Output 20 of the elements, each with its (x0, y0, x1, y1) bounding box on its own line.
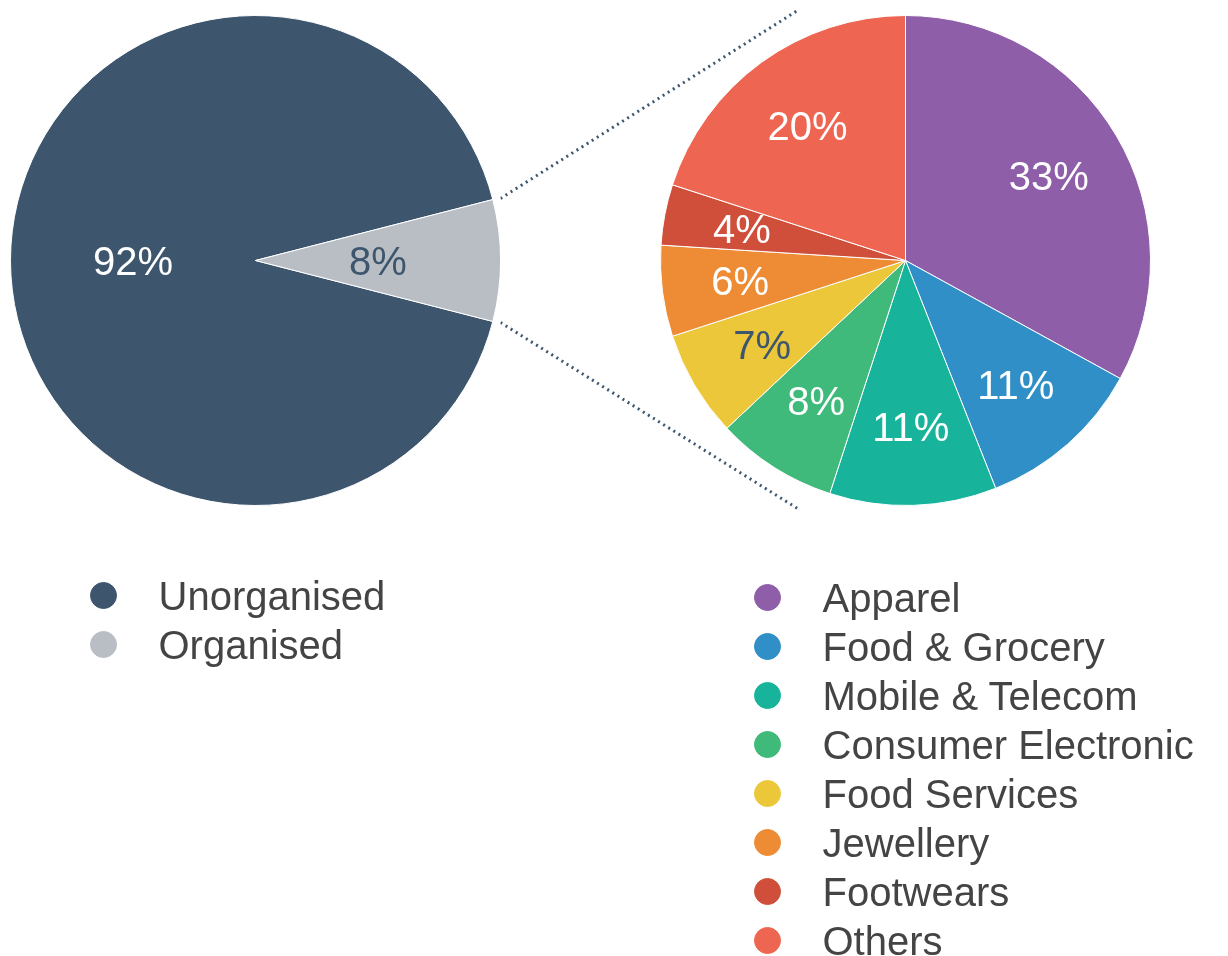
legend-label: Food & Grocery (822, 624, 1105, 669)
legend-label: Jewellery (822, 820, 990, 865)
legend-label: Footwears (822, 869, 1010, 914)
legend-label: Food Services (822, 771, 1079, 816)
data-label: 7% (733, 323, 792, 368)
data-label: 11% (977, 363, 1055, 408)
data-label: 92% (92, 238, 174, 283)
data-label: 4% (712, 207, 771, 252)
data-label: 33% (1008, 153, 1089, 198)
legend-label: Apparel (822, 575, 961, 620)
data-label: 8% (787, 379, 846, 424)
data-label: 11% (872, 405, 950, 450)
data-label: 6% (711, 259, 770, 304)
legend-label: Consumer Electronic (822, 722, 1194, 767)
legend-label: Unorganised (158, 573, 386, 618)
data-label: 20% (767, 103, 848, 148)
data-label: 8% (349, 238, 407, 283)
legend-label: Organised (158, 622, 344, 667)
legend-label: Mobile & Telecom (822, 673, 1138, 718)
legend-label: Others (822, 918, 943, 956)
